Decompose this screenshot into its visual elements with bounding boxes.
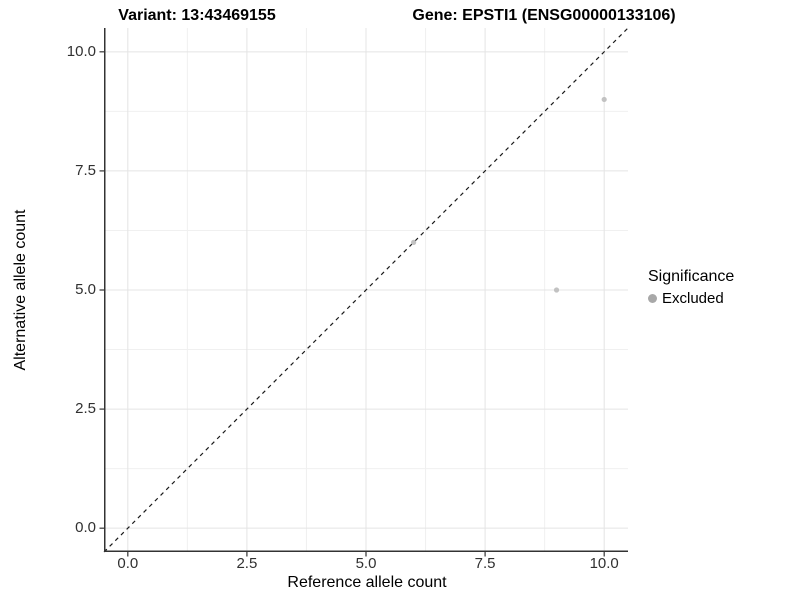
x-tick-label: 0.0 xyxy=(117,555,139,572)
identity-line xyxy=(103,27,629,553)
x-tick-label: 7.5 xyxy=(474,555,496,572)
y-tick-label: 2.5 xyxy=(75,400,96,418)
legend: Significance Excluded xyxy=(648,268,734,307)
legend-item-label: Excluded xyxy=(662,290,724,307)
data-point-excluded xyxy=(411,239,417,245)
legend-items: Excluded xyxy=(648,290,734,307)
legend-item: Excluded xyxy=(648,290,734,307)
plot-panel xyxy=(99,27,629,557)
plot-canvas xyxy=(99,27,629,557)
y-tick-label: 0.0 xyxy=(75,519,96,537)
legend-title: Significance xyxy=(648,268,735,285)
data-point-excluded xyxy=(553,287,560,293)
x-axis-title: Reference allele count xyxy=(287,574,447,591)
plot-title-variant: Variant: 13:43469155 xyxy=(118,7,276,24)
y-axis-title: Alternative allele count xyxy=(12,209,29,371)
data-point-excluded xyxy=(601,96,607,103)
x-tick-label: 2.5 xyxy=(236,555,258,572)
y-tick-label: 7.5 xyxy=(75,161,96,179)
x-tick-label: 5.0 xyxy=(355,555,377,572)
legend-key-dot-icon xyxy=(648,294,657,303)
x-tick-label: 10.0 xyxy=(589,555,619,572)
y-tick-label: 10.0 xyxy=(66,42,96,60)
y-tick-label: 5.0 xyxy=(75,281,96,298)
plot-title-gene: Gene: EPSTI1 (ENSG00000133106) xyxy=(412,7,676,24)
